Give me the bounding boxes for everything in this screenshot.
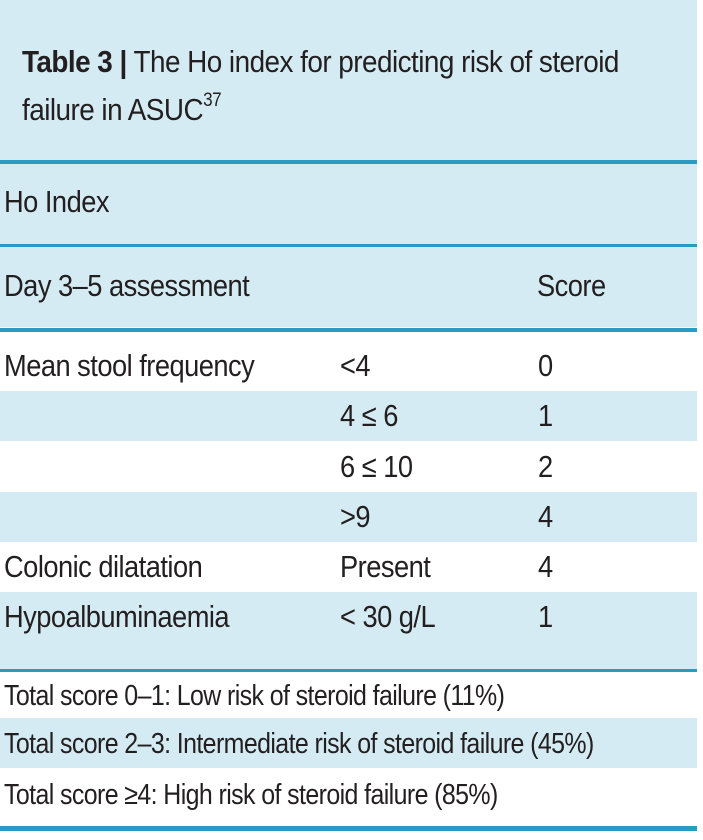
row-parameter: Hypoalbuminaemia [4,599,230,634]
row-band [0,391,697,441]
title-text-line-2: failure in ASUC [22,92,204,127]
row-value: >9 [340,499,371,534]
row-score: 1 [538,398,553,433]
footer-low-risk: Total score 0–1: Low risk of steroid fai… [4,680,505,712]
table-number: Table 3 | [22,44,127,79]
row-score: 1 [538,599,553,634]
row-parameter: Mean stool frequency [4,348,255,383]
title-line-2: failure in ASUC37 [22,86,616,134]
section-header: Ho Index [4,184,109,219]
row-value: 6 ≤ 10 [340,449,413,484]
column-header-assessment: Day 3–5 assessment [4,268,250,303]
section-rule [0,244,697,247]
reference-superscript: 37 [203,90,222,111]
row-value: Present [340,549,431,584]
table-title-block: Table 3 | The Ho index for predicting ri… [0,0,697,160]
title-text: The Ho index for predicting risk of ster… [133,44,619,79]
row-band [0,592,697,669]
row-score: 4 [538,549,553,584]
bottom-rule [0,826,697,831]
column-header-score: Score [537,268,606,303]
footer-band [0,718,697,768]
row-value: <4 [340,348,371,383]
row-score: 2 [538,449,553,484]
row-value: 4 ≤ 6 [340,398,398,433]
column-header-band [0,247,697,327]
footer-high-risk: Total score ≥4: High risk of steroid fai… [4,779,498,811]
row-score: 0 [538,348,553,383]
footer-rule [0,669,697,672]
row-band [0,492,697,542]
row-parameter: Colonic dilatation [4,549,203,584]
title-rule [0,160,697,164]
section-header-band [0,164,697,244]
row-score: 4 [538,499,553,534]
table-title: Table 3 | The Ho index for predicting ri… [22,38,619,134]
footer-intermediate-risk: Total score 2–3: Intermediate risk of st… [4,728,594,760]
title-line-1: Table 3 | The Ho index for predicting ri… [22,38,619,86]
row-value: < 30 g/L [340,599,436,634]
column-header-rule [0,328,697,332]
